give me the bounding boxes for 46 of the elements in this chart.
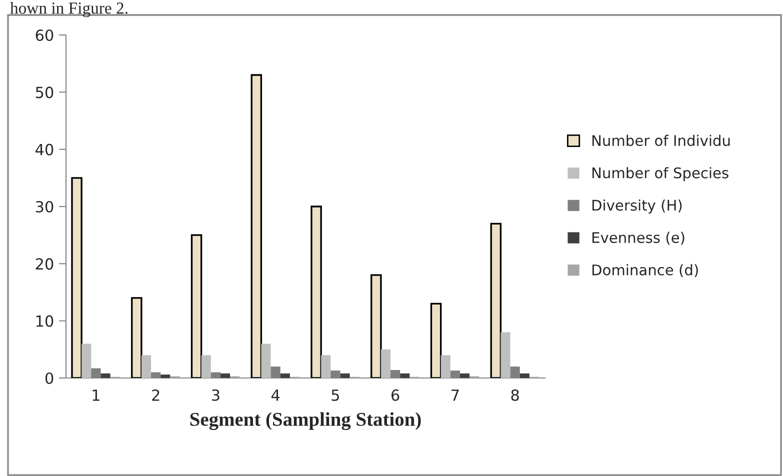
bar [430, 302, 442, 378]
legend-label: Evenness (e) [592, 232, 684, 245]
bar [190, 234, 202, 378]
y-tick-label: 50 [36, 86, 54, 98]
bar [141, 355, 152, 378]
legend-label: Diversity (H) [592, 199, 682, 214]
bar [490, 222, 502, 378]
bar [340, 373, 350, 378]
y-tick-label: 30 [36, 200, 54, 213]
bar [321, 355, 331, 378]
bar [220, 373, 230, 378]
legend-label: Dominance (d) [592, 264, 698, 278]
x-axis-title: Segment (Sampling Station) [190, 412, 421, 430]
bar [201, 355, 211, 378]
bar [310, 206, 322, 378]
text: hown in Figure 2. [10, 2, 128, 18]
bar [250, 74, 262, 378]
bar [82, 344, 92, 378]
bar [131, 297, 142, 378]
bar [500, 332, 510, 378]
legend-label: Number of Species [592, 167, 728, 182]
x-tick-label: 6 [392, 389, 400, 401]
bar [460, 373, 470, 378]
x-tick-label: 3 [212, 389, 220, 401]
y-tick-label: 60 [36, 29, 54, 42]
x-tick-label: 8 [511, 389, 519, 401]
bar [280, 373, 290, 378]
y-tick-label: 20 [36, 258, 54, 270]
y-tick-label: 0 [45, 372, 54, 384]
bar [100, 373, 110, 378]
bar [440, 355, 450, 378]
bar [370, 274, 382, 378]
y-tick-label: 10 [36, 315, 54, 327]
x-tick-label: 2 [152, 389, 160, 401]
y-tick-label: 40 [36, 144, 54, 156]
bar [400, 373, 410, 378]
bar [520, 373, 530, 378]
x-tick-label: 1 [92, 390, 100, 401]
x-tick-label: 4 [271, 390, 280, 401]
x-tick-label: 7 [452, 390, 459, 401]
legend-label: Number of Individu [592, 134, 730, 146]
bar [71, 177, 82, 378]
bar [261, 344, 271, 378]
bar [160, 374, 170, 378]
bar [380, 349, 391, 378]
x-tick-label: 5 [332, 390, 339, 401]
